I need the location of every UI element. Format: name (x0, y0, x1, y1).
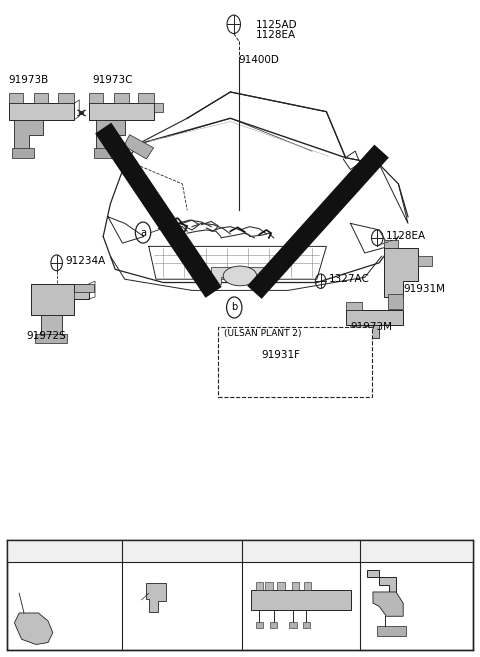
Text: 91234A: 91234A (65, 256, 106, 266)
Polygon shape (138, 93, 154, 103)
Text: 91972S: 91972S (26, 331, 66, 342)
Polygon shape (154, 103, 163, 112)
Polygon shape (304, 582, 311, 590)
Polygon shape (74, 284, 94, 292)
Text: 91973M: 91973M (350, 321, 392, 332)
Text: 1125DA: 1125DA (132, 627, 171, 638)
Text: b: b (179, 546, 186, 556)
Polygon shape (211, 267, 269, 284)
Ellipse shape (223, 266, 257, 286)
Polygon shape (256, 582, 263, 590)
Polygon shape (367, 570, 396, 592)
Text: 91931B: 91931B (155, 575, 192, 585)
Polygon shape (94, 148, 115, 158)
Polygon shape (277, 582, 285, 590)
Polygon shape (114, 93, 129, 103)
Polygon shape (34, 93, 48, 103)
Polygon shape (251, 590, 351, 610)
Text: 91491L: 91491L (282, 546, 321, 556)
Text: (ULSAN PLANT 2): (ULSAN PLANT 2) (224, 328, 301, 338)
Text: a: a (140, 227, 146, 238)
Text: 91400D: 91400D (239, 55, 279, 66)
Polygon shape (418, 256, 432, 266)
Polygon shape (384, 240, 398, 248)
Text: 1128EA: 1128EA (255, 30, 296, 40)
Polygon shape (58, 93, 74, 103)
Bar (7, 540, 473, 562)
Text: 1125AD: 1125AD (255, 20, 297, 30)
Polygon shape (346, 310, 403, 325)
Polygon shape (41, 315, 62, 336)
Polygon shape (256, 622, 263, 628)
Polygon shape (146, 583, 166, 612)
Polygon shape (14, 120, 43, 151)
Text: 1141AC: 1141AC (17, 576, 55, 587)
Polygon shape (124, 135, 154, 159)
Polygon shape (89, 93, 103, 103)
Polygon shape (9, 93, 23, 103)
Text: 1327AC: 1327AC (328, 274, 369, 284)
Text: b: b (231, 302, 238, 313)
Bar (218, 327, 372, 397)
Polygon shape (14, 613, 53, 645)
Polygon shape (350, 325, 379, 338)
Polygon shape (388, 294, 403, 309)
Polygon shape (259, 371, 278, 384)
Text: 91491J: 91491J (398, 546, 434, 556)
Polygon shape (254, 368, 283, 384)
Text: 91931F: 91931F (262, 350, 300, 360)
Polygon shape (303, 622, 310, 628)
Polygon shape (289, 622, 297, 628)
Text: 1125AE: 1125AE (132, 639, 169, 650)
Polygon shape (377, 626, 406, 636)
Polygon shape (384, 248, 418, 297)
Polygon shape (292, 582, 299, 590)
Polygon shape (89, 103, 154, 120)
Text: 91931M: 91931M (403, 284, 445, 294)
Text: a: a (62, 546, 68, 556)
Text: 1128EA: 1128EA (386, 231, 426, 241)
Polygon shape (265, 582, 273, 590)
Polygon shape (35, 334, 67, 343)
Text: 91973C: 91973C (92, 75, 132, 85)
Text: 91973B: 91973B (9, 75, 49, 85)
Polygon shape (31, 284, 89, 315)
Polygon shape (373, 592, 403, 616)
Bar (7, 540, 473, 650)
Polygon shape (9, 103, 74, 120)
Polygon shape (346, 302, 362, 310)
Polygon shape (12, 148, 34, 158)
Polygon shape (96, 120, 125, 151)
Polygon shape (270, 622, 277, 628)
